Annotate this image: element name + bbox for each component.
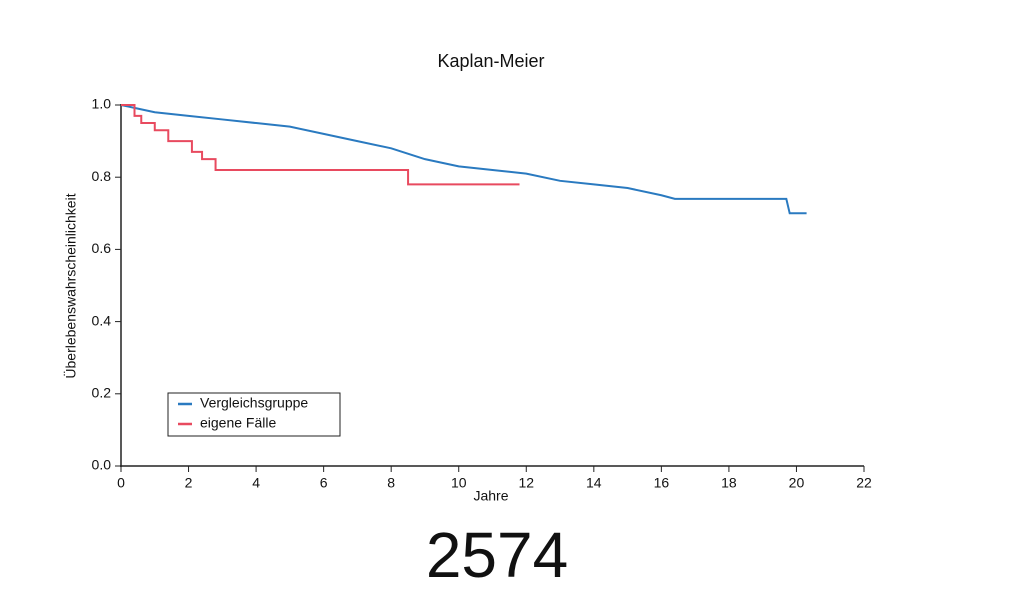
series-line: [121, 104, 520, 186]
x-axis-label: Jahre: [473, 488, 508, 504]
x-tick-label: 12: [518, 475, 534, 491]
x-tick-label: 20: [789, 475, 805, 491]
x-tick-label: 2: [185, 475, 193, 491]
x-tick-label: 10: [451, 475, 467, 491]
x-tick-label: 8: [387, 475, 395, 491]
y-axis-label: Überlebenswahrscheinlichkeit: [62, 193, 79, 378]
y-tick-label: 0.6: [92, 240, 112, 256]
y-tick-label: 0.2: [92, 385, 112, 401]
caption: 2574: [426, 519, 568, 591]
legend-label: eigene Fälle: [200, 415, 276, 431]
y-tick-label: 0.8: [92, 168, 112, 184]
legend-label: Vergleichsgruppe: [200, 395, 308, 411]
x-tick-label: 22: [856, 475, 872, 491]
x-tick-label: 4: [252, 475, 260, 491]
x-tick-label: 6: [320, 475, 328, 491]
x-tick-label: 14: [586, 475, 602, 491]
y-tick-label: 0.4: [92, 312, 112, 328]
x-tick-label: 0: [117, 475, 125, 491]
x-tick-label: 16: [654, 475, 670, 491]
legend-box: [167, 392, 341, 437]
x-tick-label: 18: [721, 475, 737, 491]
chart-title: Kaplan-Meier: [437, 51, 544, 71]
y-tick-label: 1.0: [92, 96, 112, 112]
y-tick-label: 0.0: [92, 457, 112, 473]
series-line: [120, 104, 807, 215]
